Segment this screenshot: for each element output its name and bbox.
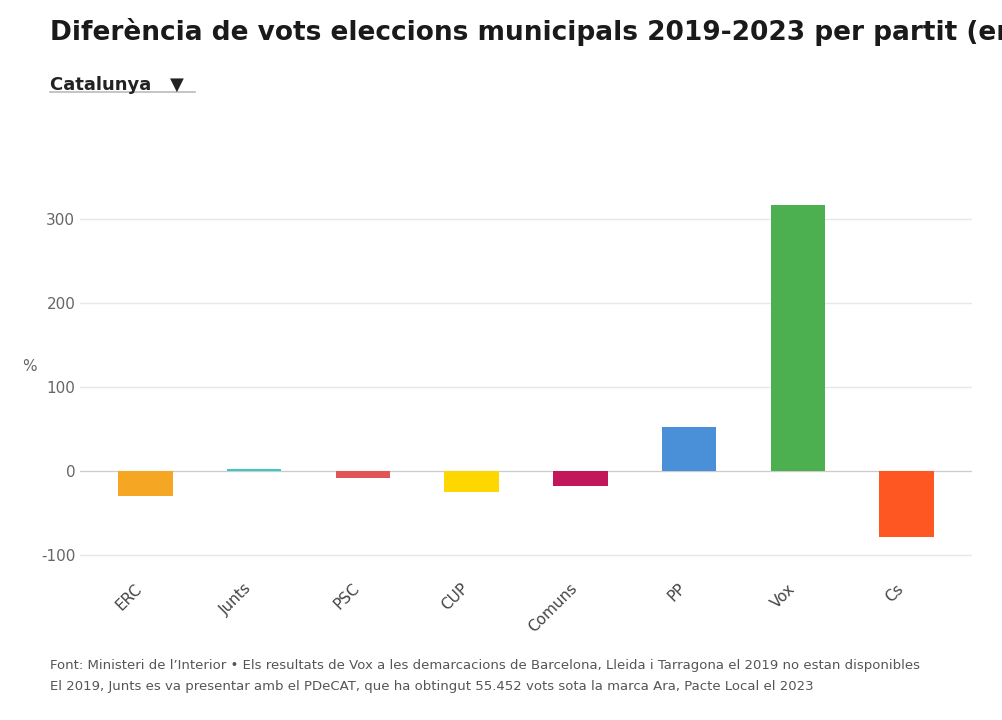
Bar bbox=[553, 471, 607, 486]
Bar bbox=[662, 427, 716, 471]
Bar bbox=[336, 471, 390, 478]
Y-axis label: %: % bbox=[22, 359, 37, 374]
Bar bbox=[227, 469, 282, 471]
Text: El 2019, Junts es va presentar amb el PDeCAT, que ha obtingut 55.452 vots sota l: El 2019, Junts es va presentar amb el PD… bbox=[50, 680, 814, 693]
Text: Catalunya   ▼: Catalunya ▼ bbox=[50, 76, 184, 94]
Text: Diferència de vots eleccions municipals 2019-2023 per partit (en percentatges): Diferència de vots eleccions municipals … bbox=[50, 18, 1002, 46]
Bar bbox=[445, 471, 499, 492]
Bar bbox=[118, 471, 172, 496]
Bar bbox=[880, 471, 934, 536]
Text: Font: Ministeri de l’Interior • Els resultats de Vox a les demarcacions de Barce: Font: Ministeri de l’Interior • Els resu… bbox=[50, 659, 920, 672]
Bar bbox=[771, 204, 825, 471]
